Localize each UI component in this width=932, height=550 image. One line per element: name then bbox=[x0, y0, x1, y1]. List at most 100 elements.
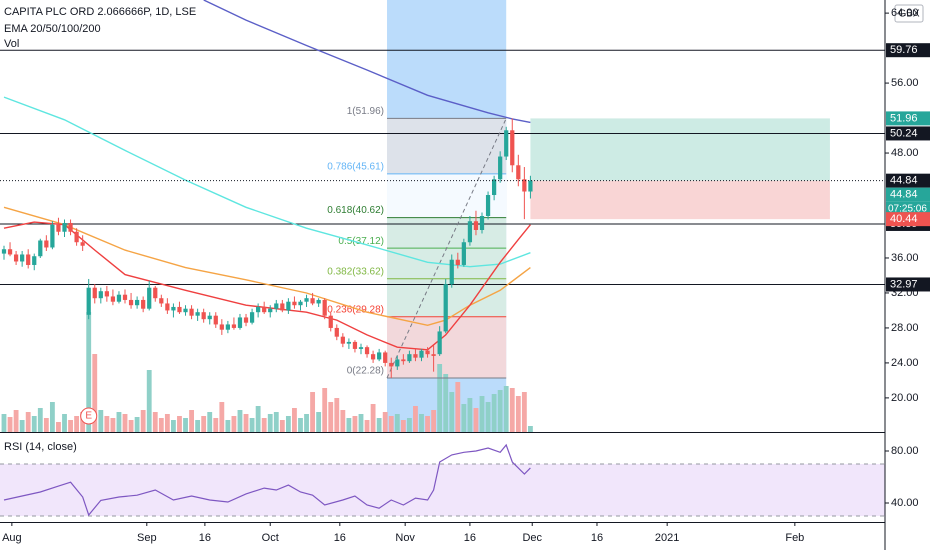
candle-body bbox=[528, 180, 533, 192]
candle-body bbox=[256, 306, 261, 313]
candle-body bbox=[485, 195, 491, 216]
countdown: 07:25:06 bbox=[888, 203, 927, 214]
candle-body bbox=[110, 296, 116, 302]
rsi-line bbox=[3, 443, 531, 517]
candle-body bbox=[177, 306, 182, 313]
candle-body bbox=[171, 306, 176, 311]
candle-body bbox=[461, 242, 466, 265]
volume-bar bbox=[521, 392, 527, 432]
candle-body bbox=[316, 299, 321, 304]
x-tick-label: Aug bbox=[2, 532, 22, 544]
volume-bar bbox=[249, 418, 255, 432]
candle-body bbox=[473, 221, 479, 230]
candle-body bbox=[7, 249, 13, 255]
candle-body bbox=[98, 291, 103, 299]
candle-body bbox=[431, 354, 436, 356]
y-tick-label: 56.00 bbox=[891, 77, 919, 89]
volume-bar bbox=[328, 402, 334, 432]
volume-legend: Vol bbox=[4, 38, 19, 50]
volume-bar bbox=[25, 412, 31, 432]
fib-label: 1(51.96) bbox=[347, 106, 384, 117]
volume-bar bbox=[358, 414, 364, 432]
volume-bar bbox=[479, 396, 485, 432]
candle-body bbox=[389, 362, 394, 367]
price-label: 40.44 bbox=[890, 213, 918, 225]
volume-bar bbox=[140, 410, 146, 432]
position-target-zone bbox=[530, 118, 830, 181]
price-label-box bbox=[886, 277, 930, 292]
volume-bar bbox=[213, 418, 219, 432]
volume-bar bbox=[352, 416, 358, 432]
volume-bar bbox=[80, 412, 86, 432]
volume-bar bbox=[183, 418, 188, 432]
candle-body bbox=[268, 308, 273, 313]
fib-label: 0.382(33.62) bbox=[327, 266, 384, 277]
candle-body bbox=[237, 317, 243, 328]
volume-bar bbox=[56, 422, 61, 432]
volume-bar bbox=[515, 396, 521, 432]
candle-body bbox=[310, 298, 315, 304]
candle-body bbox=[358, 347, 364, 349]
volume-bar bbox=[68, 420, 73, 432]
volume-bar bbox=[98, 410, 104, 432]
earnings-marker bbox=[80, 407, 98, 425]
earnings-label: E bbox=[85, 411, 92, 422]
candle-body bbox=[383, 352, 388, 363]
candle-body bbox=[213, 315, 218, 325]
volume-bar bbox=[346, 418, 352, 432]
volume-bar bbox=[310, 392, 316, 432]
volume-bar bbox=[207, 412, 213, 432]
currency[interactable]: GBX bbox=[898, 9, 919, 20]
candle-body bbox=[479, 216, 485, 230]
volume-bar bbox=[449, 392, 455, 432]
price-label-box bbox=[886, 187, 930, 202]
x-tick-label: Dec bbox=[522, 532, 542, 544]
candle-body bbox=[56, 224, 61, 232]
candle-body bbox=[407, 354, 412, 362]
x-tick-label: 16 bbox=[464, 532, 476, 544]
candle-body bbox=[86, 287, 91, 315]
candle-body bbox=[352, 341, 358, 349]
y-tick-label: 48.00 bbox=[891, 147, 919, 159]
currency-box[interactable] bbox=[894, 4, 924, 23]
candle-body bbox=[443, 284, 448, 332]
ema-line bbox=[3, 206, 531, 327]
candle-body bbox=[340, 336, 345, 344]
candle-body bbox=[183, 308, 188, 313]
x-tick-label: Oct bbox=[262, 532, 279, 544]
price-label: 50.24 bbox=[890, 127, 918, 139]
candle-body bbox=[346, 341, 352, 344]
volume-bar bbox=[437, 364, 443, 432]
candle-body bbox=[401, 359, 406, 362]
volume-bar bbox=[527, 426, 533, 432]
volume-bar bbox=[134, 417, 140, 432]
candle-body bbox=[395, 359, 400, 367]
volume-bar bbox=[497, 390, 503, 432]
volume-bar bbox=[164, 414, 170, 432]
fib-label: 0.5(37.12) bbox=[338, 236, 384, 247]
volume-bar bbox=[370, 404, 376, 432]
volume-bar bbox=[219, 402, 225, 432]
y-tick-label: 28.00 bbox=[891, 322, 919, 334]
x-tick-label: Nov bbox=[395, 532, 415, 544]
price-label: 59.76 bbox=[890, 44, 918, 56]
price-label-box bbox=[886, 111, 930, 126]
x-tick-label: Sep bbox=[137, 532, 157, 544]
fib-label: 0.236(29.28) bbox=[327, 304, 384, 315]
volume-bar bbox=[376, 418, 382, 432]
volume-bar bbox=[334, 398, 340, 432]
volume-bar bbox=[509, 388, 515, 432]
volume-bar bbox=[491, 394, 497, 432]
candle-body bbox=[68, 222, 73, 232]
x-tick-label: 16 bbox=[591, 532, 603, 544]
price-label: 44.84 bbox=[890, 189, 918, 201]
candle-body bbox=[516, 165, 521, 180]
volume-bar bbox=[86, 312, 92, 432]
price-label-box bbox=[886, 173, 930, 188]
candle-body bbox=[377, 352, 382, 360]
fib-label: 0.618(40.62) bbox=[327, 205, 384, 216]
candle-body bbox=[274, 303, 279, 309]
candle-body bbox=[207, 315, 212, 320]
